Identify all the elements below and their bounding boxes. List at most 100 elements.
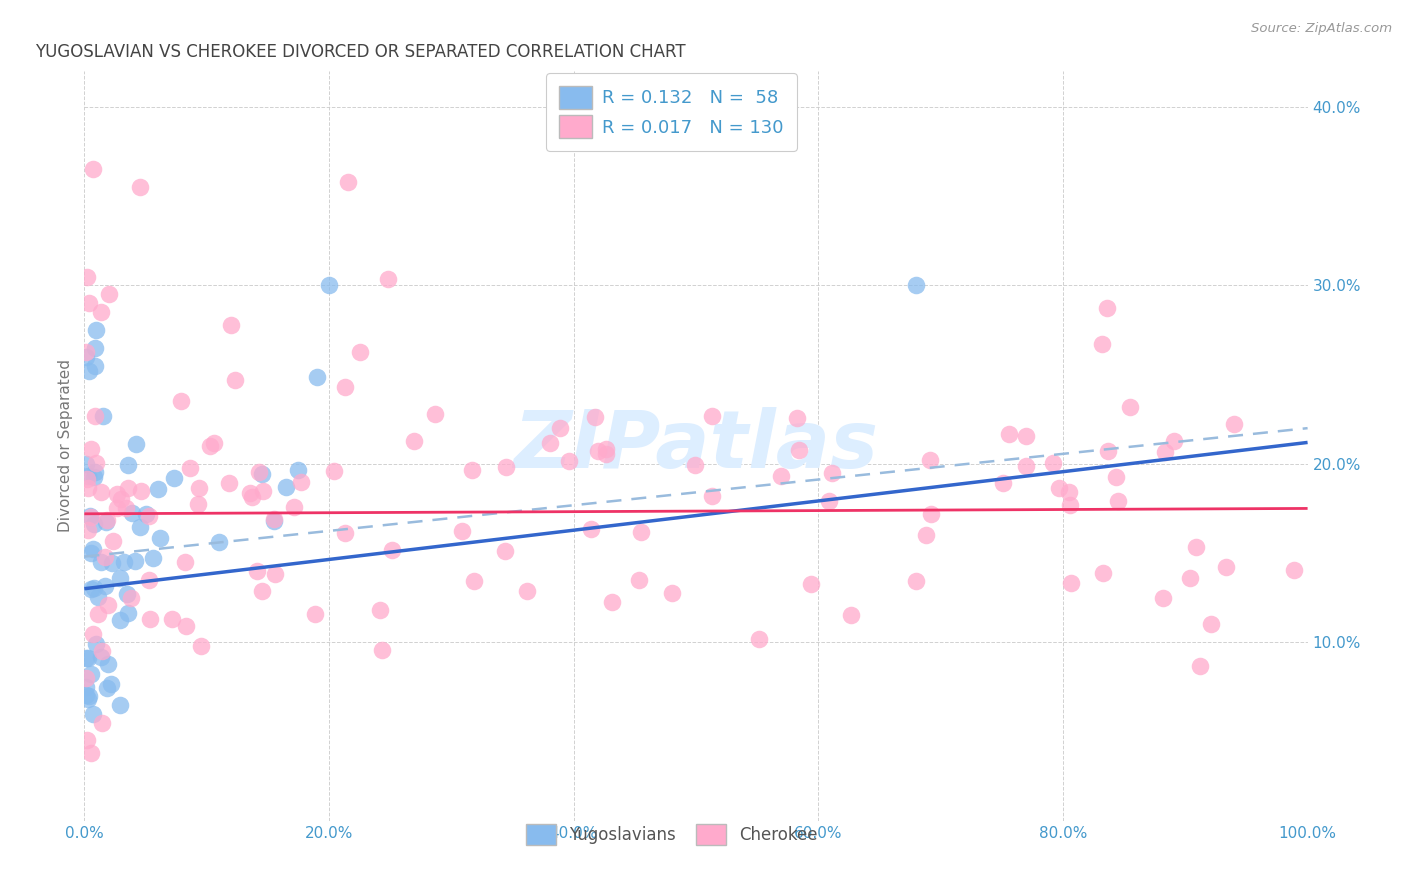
Point bbox=[84, 637, 107, 651]
Point bbox=[915, 527, 938, 541]
Point bbox=[333, 380, 356, 394]
Point bbox=[787, 443, 810, 458]
Point bbox=[117, 458, 139, 472]
Point bbox=[1215, 559, 1237, 574]
Point bbox=[135, 507, 157, 521]
Point bbox=[90, 555, 112, 569]
Point bbox=[77, 692, 100, 706]
Point bbox=[463, 574, 485, 588]
Point bbox=[76, 472, 98, 486]
Point bbox=[283, 500, 305, 515]
Point bbox=[90, 305, 112, 319]
Point bbox=[117, 481, 139, 495]
Point bbox=[683, 458, 706, 473]
Point bbox=[1180, 571, 1202, 585]
Point bbox=[1015, 429, 1038, 443]
Point bbox=[305, 369, 328, 384]
Point bbox=[595, 447, 617, 461]
Point bbox=[117, 606, 139, 620]
Point bbox=[1185, 541, 1208, 555]
Point bbox=[495, 459, 517, 474]
Point bbox=[494, 544, 516, 558]
Point bbox=[202, 436, 225, 450]
Point bbox=[219, 318, 242, 333]
Point bbox=[128, 180, 150, 194]
Point bbox=[1015, 459, 1038, 474]
Point bbox=[247, 465, 270, 479]
Point bbox=[97, 287, 120, 301]
Point bbox=[101, 557, 124, 571]
Point bbox=[83, 359, 105, 373]
Point bbox=[239, 485, 262, 500]
Point bbox=[83, 469, 105, 483]
Point bbox=[516, 583, 538, 598]
Point bbox=[80, 546, 103, 560]
Point bbox=[1163, 434, 1185, 448]
Point bbox=[1105, 470, 1128, 484]
Point bbox=[75, 671, 97, 685]
Point bbox=[142, 550, 165, 565]
Point bbox=[841, 607, 863, 622]
Y-axis label: Divorced or Separated: Divorced or Separated bbox=[58, 359, 73, 533]
Point bbox=[1042, 456, 1064, 470]
Point bbox=[174, 619, 197, 633]
Point bbox=[1059, 484, 1081, 499]
Point bbox=[91, 409, 114, 423]
Point bbox=[700, 409, 723, 423]
Point bbox=[1152, 591, 1174, 606]
Point bbox=[188, 481, 211, 495]
Point bbox=[276, 480, 298, 494]
Point bbox=[198, 439, 221, 453]
Point bbox=[630, 525, 652, 540]
Point bbox=[100, 677, 122, 691]
Point bbox=[187, 498, 209, 512]
Point bbox=[84, 465, 107, 479]
Point bbox=[83, 517, 105, 532]
Point bbox=[1091, 337, 1114, 351]
Point bbox=[77, 523, 100, 537]
Point bbox=[1107, 493, 1129, 508]
Point bbox=[381, 542, 404, 557]
Point bbox=[336, 175, 359, 189]
Point bbox=[84, 457, 107, 471]
Point bbox=[595, 442, 617, 456]
Point bbox=[75, 680, 97, 694]
Point bbox=[208, 535, 231, 549]
Point bbox=[349, 345, 371, 359]
Point bbox=[770, 468, 793, 483]
Point bbox=[588, 444, 610, 458]
Point bbox=[250, 584, 273, 599]
Point bbox=[94, 515, 117, 529]
Point bbox=[600, 594, 623, 608]
Point bbox=[83, 341, 105, 355]
Point bbox=[318, 278, 340, 293]
Point bbox=[77, 364, 100, 378]
Point bbox=[190, 639, 212, 653]
Point bbox=[702, 489, 724, 503]
Point bbox=[1092, 566, 1115, 580]
Point bbox=[821, 466, 844, 480]
Point bbox=[246, 564, 269, 578]
Point bbox=[110, 491, 132, 506]
Point bbox=[264, 566, 287, 581]
Point bbox=[82, 162, 104, 177]
Point bbox=[93, 549, 115, 564]
Point bbox=[1047, 481, 1070, 495]
Point bbox=[991, 476, 1014, 491]
Point bbox=[558, 454, 581, 468]
Point bbox=[218, 476, 240, 491]
Point bbox=[79, 442, 101, 457]
Point bbox=[93, 579, 115, 593]
Point bbox=[90, 484, 112, 499]
Point bbox=[290, 475, 312, 489]
Point bbox=[1097, 443, 1119, 458]
Point bbox=[460, 463, 482, 477]
Point bbox=[904, 574, 927, 588]
Point bbox=[548, 421, 571, 435]
Point bbox=[107, 487, 129, 501]
Point bbox=[120, 591, 142, 606]
Point bbox=[1188, 658, 1211, 673]
Point bbox=[129, 520, 152, 534]
Point bbox=[263, 514, 285, 528]
Point bbox=[97, 657, 120, 671]
